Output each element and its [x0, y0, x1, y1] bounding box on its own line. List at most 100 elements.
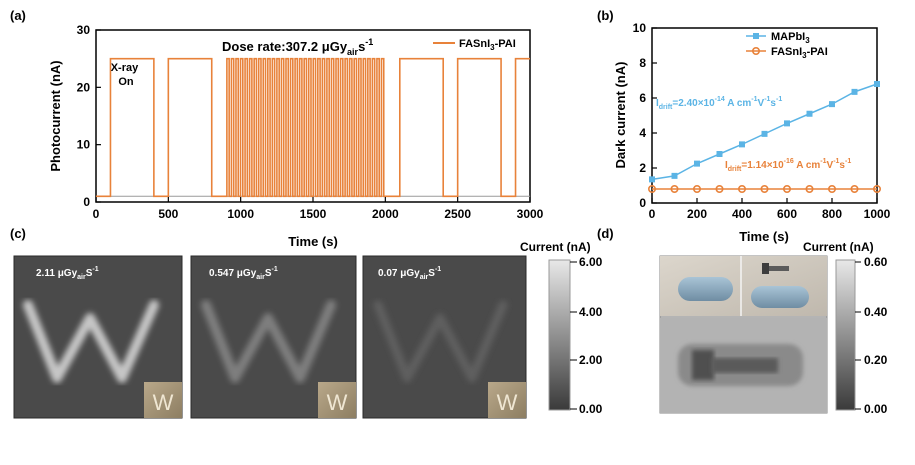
chart-a-dose-rate: Dose rate:307.2 μGyairs-1 [222, 37, 373, 57]
chart-b-legend: MAPbI3 FASnI3-PAI [746, 31, 828, 60]
legend-b2-tail: -PAI [807, 46, 828, 58]
dose-rate-unit-sup: -1 [365, 37, 373, 47]
chart-b-point-1-5 [760, 185, 769, 194]
legend-b2-sub: 3 [802, 51, 807, 60]
ann-b1-tail: =2.40×10 [672, 98, 715, 109]
chart-b: 0 200 400 600 800 1000 0 2 4 6 8 10 Time (s) Dark c… [613, 21, 891, 244]
chart-b-point-1-1 [670, 185, 679, 194]
panel-d-capsule-2 [751, 286, 809, 308]
colorbar-c-label-2: 2.00 [579, 353, 603, 367]
image-c3-inset-letter: W [497, 390, 518, 415]
chart-b-ytick-label-1: 2 [639, 161, 646, 175]
chart-b-point-1-6 [782, 185, 791, 194]
ann-b2-main: I [725, 160, 728, 171]
chart-b-xtick-label-3: 600 [777, 207, 797, 221]
ann-b2-unit-exp3: -1 [845, 158, 851, 165]
chart-b-legend-label-1: MAPbI3 [771, 31, 810, 45]
colorbar-c-label-1: 4.00 [579, 305, 603, 319]
chart-b-xtick-label-4: 800 [822, 207, 842, 221]
ann-b2-tail: =1.14×10 [741, 160, 784, 171]
image-c3-label-sub: air [420, 274, 429, 281]
chart-b-point-0-5 [761, 130, 768, 137]
chart-b-point-1-9 [850, 185, 859, 194]
ann-b1-main: I [656, 98, 659, 109]
colorbar-c: Current (nA) 6.00 4.00 2.00 0.00 [520, 240, 603, 416]
colorbar-d-label-2: 0.20 [864, 353, 888, 367]
ann-b1-unit-exp3: -1 [776, 96, 782, 103]
chart-a-xtick-label-0: 0 [93, 207, 100, 221]
image-c2-inset: W [318, 382, 356, 418]
chart-a-ytick-label-2: 20 [77, 80, 91, 94]
colorbar-d-label-0: 0.60 [864, 255, 888, 269]
image-c3-label-tail: S [428, 268, 435, 279]
chart-a-xtick-label-4: 2000 [372, 207, 399, 221]
chart-b-ylabel: Dark current (nA) [613, 62, 628, 169]
chart-a-ytick-label-3: 30 [77, 23, 91, 37]
image-c2: W 0.547 μGyairS-1 [190, 255, 357, 419]
chart-b-point-1-8 [827, 185, 836, 194]
colorbar-c-label-3: 0.00 [579, 402, 603, 416]
chart-b-point-0-4 [739, 141, 745, 148]
ann-b2-unit-exp1: -1 [820, 158, 826, 165]
chart-b-point-1-7 [805, 185, 814, 194]
image-c1-inset-bg [144, 382, 182, 418]
chart-b-xtick-label-1: 200 [687, 207, 707, 221]
image-c3-w-shape [373, 300, 508, 383]
colorbar-c-title: Current (nA) [520, 240, 591, 254]
ann-b1-unit-exp1: -1 [751, 96, 757, 103]
colorbar-d-title: Current (nA) [803, 240, 874, 254]
ann-b1-unit-exp2: -1 [764, 96, 770, 103]
panel-label-c: (c) [10, 226, 26, 241]
image-c2-inset-bg [318, 382, 356, 418]
image-c1-label-sub: air [77, 274, 86, 281]
image-c1-label-main: 2.11 μGy [36, 268, 78, 279]
ann-b2-unit-exp2: -1 [833, 158, 839, 165]
ann-b1-unit-v: V [758, 98, 765, 109]
chart-b-point-1-3 [715, 185, 724, 194]
colorbar-c-label-0: 6.00 [579, 255, 603, 269]
chart-b-frame [651, 27, 878, 204]
legend-a-main: FASnI [459, 38, 490, 50]
colorbar-d-gradient [835, 259, 856, 411]
chart-a-ytick-label-1: 10 [77, 138, 91, 152]
chart-b-xtick-label-0: 0 [649, 207, 656, 221]
ann-b2-exp: -16 [784, 158, 794, 165]
image-c2-label-main: 0.547 μGy [209, 268, 257, 279]
chart-b-ytick-label-2: 4 [639, 126, 646, 140]
image-c1-w-shape [23, 300, 159, 383]
panel-d-screw-shaft [769, 266, 789, 271]
ann-b2-sub: drift [728, 166, 742, 173]
colorbar-d-label-3: 0.00 [864, 402, 888, 416]
dose-rate-value: Dose rate:307.2 [222, 39, 318, 54]
chart-b-ytick-label-4: 8 [639, 56, 646, 70]
chart-b-point-1-10 [872, 185, 881, 194]
chart-b-annotation-mapbi3: Idrift=2.40×10-14 A cm-1V-1s-1 [656, 96, 782, 111]
image-c3-label-sup: -1 [435, 266, 441, 273]
image-c1-label: 2.11 μGyairS-1 [36, 266, 99, 281]
ann-b1-exp: -14 [715, 96, 725, 103]
chart-b-point-1-2 [692, 185, 701, 194]
chart-b-point-0-1 [671, 172, 678, 179]
image-c1-label-tail: S [86, 268, 93, 279]
legend-b1-main: MAPbI [771, 31, 805, 43]
image-c2-label-tail: S [265, 268, 272, 279]
image-c1-inset-letter: W [153, 390, 174, 415]
chart-a-xtick-label-6: 3000 [517, 207, 544, 221]
chart-a-xtick-label-3: 1500 [300, 207, 327, 221]
chart-b-xtick-label-2: 400 [732, 207, 752, 221]
colorbar-c-gradient [548, 259, 571, 411]
chart-b-xtick-label-5: 1000 [864, 207, 891, 221]
chart-b-point-0-10 [874, 81, 880, 87]
image-c2-label: 0.547 μGyairS-1 [209, 266, 278, 281]
chart-a-xtick-label-1: 500 [158, 207, 178, 221]
chart-a-xray-line2: On [118, 76, 134, 88]
chart-b-ytick-label-5: 10 [633, 21, 647, 35]
chart-a-legend-label: FASnI3-PAI [459, 38, 516, 52]
chart-b-point-0-2 [694, 160, 700, 167]
colorbar-d-label-1: 0.40 [864, 305, 888, 319]
chart-b-point-0-0 [649, 176, 655, 183]
chart-b-legend-marker-2 [751, 46, 760, 55]
image-c2-label-sub: air [256, 274, 265, 281]
chart-b-xlabel: Time (s) [739, 229, 789, 244]
chart-a-series-fasni3-pai [96, 57, 530, 198]
